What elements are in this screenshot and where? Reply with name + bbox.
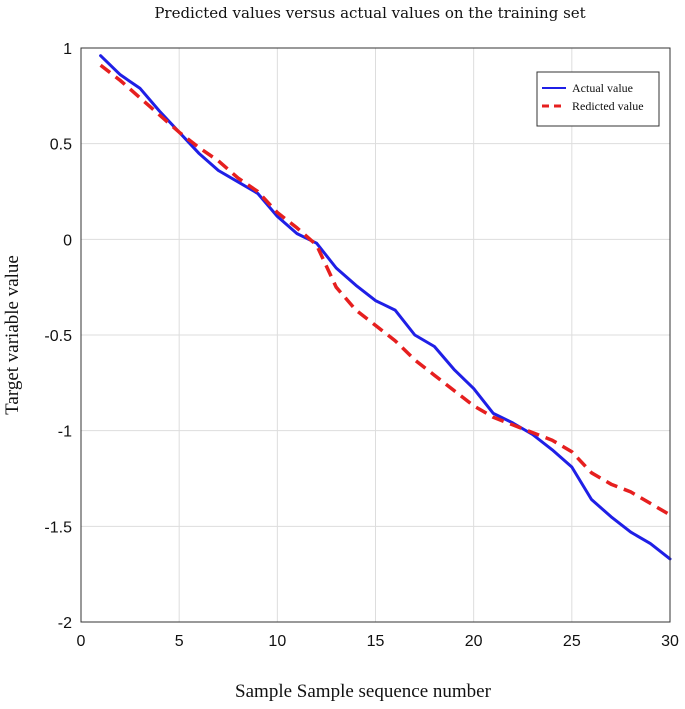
x-tick-label: 5	[175, 633, 184, 650]
x-tick-label: 10	[268, 633, 286, 650]
series-line-predicted	[99, 63, 671, 517]
y-tick-label: -2	[58, 615, 72, 632]
y-axis-label: Target variable value	[2, 255, 23, 415]
series-layer	[99, 54, 672, 561]
y-tick-label: 0	[63, 232, 72, 249]
y-tick-labels: -2 -1.5 -1 -0.5 0 0.5 1	[44, 41, 72, 632]
x-tick-label: 15	[367, 633, 385, 650]
x-tick-label: 30	[661, 633, 679, 650]
x-axis-label: Sample Sample sequence number	[235, 681, 492, 702]
y-tick-label: 0.5	[50, 137, 72, 154]
chart-title: Predicted values versus actual values on…	[154, 4, 585, 22]
legend-box	[536, 71, 660, 127]
legend: Actual value Redicted value	[536, 71, 660, 127]
y-tick-label: -1.5	[44, 519, 72, 536]
y-tick-label: -1	[58, 424, 72, 441]
x-tick-label: 0	[77, 633, 86, 650]
plot-frame	[80, 47, 671, 623]
x-tick-label: 25	[563, 633, 581, 650]
legend-label-predicted: Redicted value	[572, 99, 644, 113]
x-tick-label: 20	[465, 633, 483, 650]
legend-label-actual: Actual value	[572, 81, 633, 95]
x-tick-labels: 0 5 10 15 20 25 30	[77, 633, 679, 650]
y-tick-label: -0.5	[44, 328, 72, 345]
y-tick-label: 1	[63, 41, 72, 58]
series-line-actual	[99, 54, 672, 561]
